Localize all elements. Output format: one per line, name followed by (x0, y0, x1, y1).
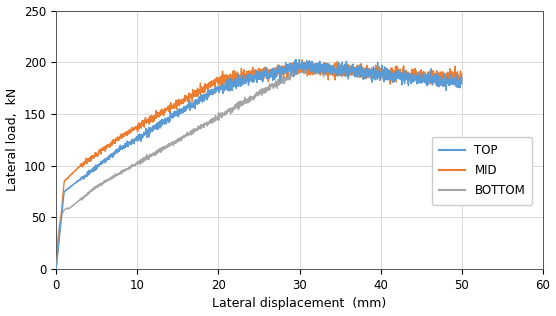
MID (299, 58, 305, 62)
BOTTOM (73, 200, 80, 204)
BOTTOM (373, 71, 379, 75)
Line: MID: MID (56, 60, 462, 269)
MID (53, 267, 59, 271)
MID (250, 76, 257, 80)
TOP (446, 82, 453, 86)
X-axis label: Lateral displacement  (mm): Lateral displacement (mm) (212, 297, 386, 310)
BOTTOM (53, 267, 59, 271)
TOP (239, 80, 246, 84)
TOP (53, 267, 59, 271)
Line: TOP: TOP (56, 59, 462, 269)
TOP (373, 74, 379, 78)
MID (447, 72, 454, 76)
BOTTOM (446, 78, 453, 82)
MID (459, 72, 465, 76)
MID (446, 77, 453, 81)
TOP (73, 180, 80, 184)
Y-axis label: Lateral load,  kN: Lateral load, kN (6, 88, 18, 191)
BOTTOM (239, 101, 246, 105)
BOTTOM (459, 75, 465, 79)
TOP (447, 83, 454, 87)
MID (373, 70, 379, 74)
MID (239, 74, 246, 78)
BOTTOM (447, 80, 454, 84)
TOP (250, 76, 257, 80)
BOTTOM (299, 64, 305, 68)
Legend: TOP, MID, BOTTOM: TOP, MID, BOTTOM (432, 137, 532, 204)
TOP (459, 82, 465, 86)
MID (73, 167, 80, 171)
Line: BOTTOM: BOTTOM (56, 66, 462, 269)
TOP (296, 58, 302, 61)
BOTTOM (250, 96, 257, 100)
